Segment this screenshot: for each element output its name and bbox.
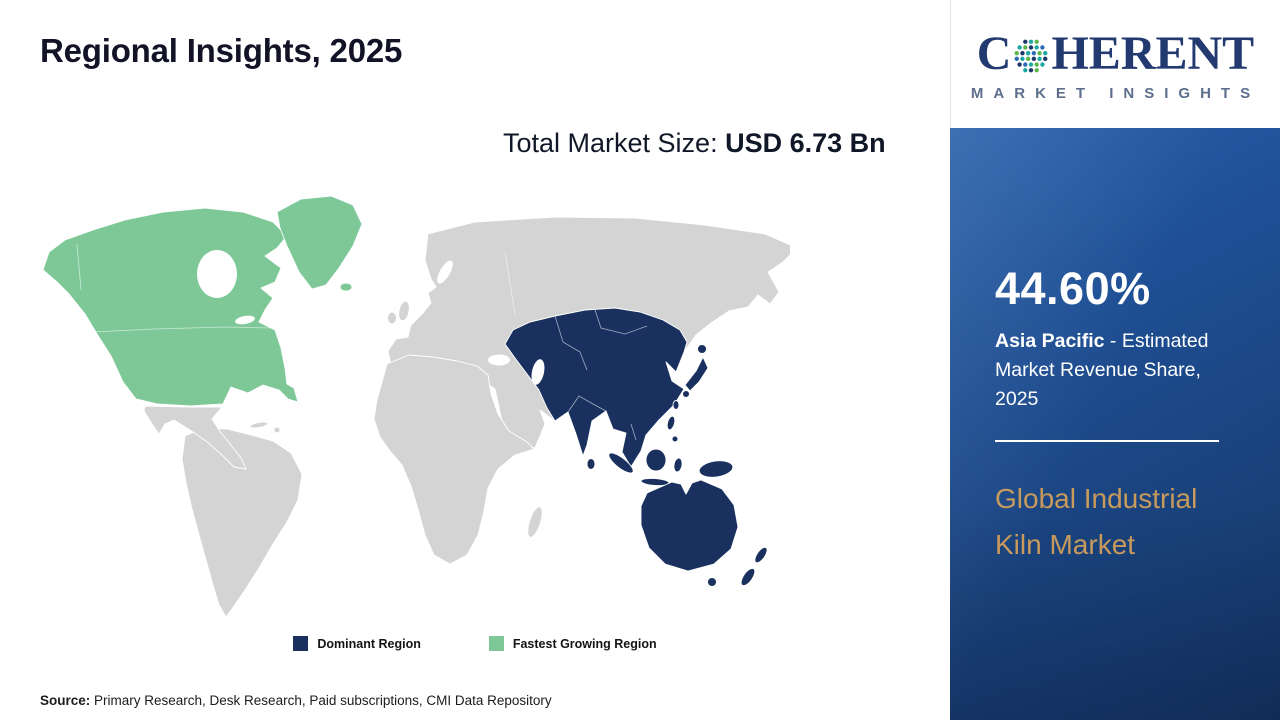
right-column: C HERENT MARKET INSIGHTS 44.60% Asia Pac…: [950, 0, 1280, 720]
sri-lanka: [586, 458, 596, 470]
new-zealand-south: [740, 567, 756, 587]
madagascar: [527, 506, 543, 538]
source-text: Primary Research, Desk Research, Paid su…: [90, 693, 552, 708]
fastest-growing-region-swatch: [488, 636, 504, 651]
logo-subtitle: MARKET INSIGHTS: [970, 85, 1261, 102]
tasmania: [707, 577, 717, 587]
taiwan: [672, 400, 680, 410]
fastest-growing-region-label: Fastest Growing Region: [512, 636, 657, 651]
region-name: Asia Pacific: [995, 330, 1105, 352]
dominant-region-swatch: [293, 636, 309, 651]
africa: [373, 354, 535, 565]
new-guinea: [698, 460, 734, 478]
water-bodies: [197, 250, 545, 385]
logo-wordmark: C HERENT: [977, 26, 1254, 81]
cuba: [249, 421, 269, 429]
asia-pacific-mainland: [504, 307, 688, 468]
dominant-region-label: Dominant Region: [317, 636, 421, 651]
philippines: [666, 415, 676, 431]
australia: [640, 479, 739, 572]
caspian-sea: [531, 359, 545, 385]
source-label: Source:: [40, 693, 91, 708]
sumatra: [608, 452, 634, 474]
japan-honshu: [684, 356, 709, 392]
borneo: [645, 448, 667, 472]
black-sea: [488, 354, 510, 366]
legend: Dominant Region Fastest Growing Region: [0, 636, 950, 651]
philippines-mindanao: [671, 435, 679, 443]
greenland: [276, 195, 363, 290]
ireland: [387, 311, 397, 325]
country-border-hints: [76, 243, 648, 441]
hudson-bay: [197, 250, 237, 298]
legend-item-fastest-growing: Fastest Growing Region: [488, 636, 657, 651]
market-share-description: Asia Pacific - Estimated Market Revenue …: [995, 327, 1235, 414]
iceland: [339, 282, 353, 292]
south-america: [181, 427, 303, 618]
total-market-size-label: Total Market Size:: [503, 128, 726, 158]
japan-kyushu: [682, 390, 690, 398]
company-logo: C HERENT MARKET INSIGHTS: [950, 0, 1280, 128]
market-share-value: 44.60%: [995, 263, 1151, 314]
logo-word-start: C: [976, 27, 1012, 80]
sulawesi: [673, 457, 683, 473]
logo-globe-icon: [1015, 39, 1048, 72]
page-title: Regional Insights, 2025: [40, 32, 403, 69]
legend-item-dominant: Dominant Region: [293, 636, 421, 651]
united-kingdom: [398, 300, 410, 322]
insight-panel: 44.60% Asia Pacific - Estimated Market R…: [950, 128, 1280, 720]
panel-divider: [995, 440, 1219, 442]
great-lakes: [235, 315, 255, 325]
main-area: Regional Insights, 2025 Total Market Siz…: [0, 32, 950, 708]
hispaniola: [273, 426, 281, 434]
market-name: Global Industrial Kiln Market: [995, 483, 1198, 560]
world-map: [42, 195, 790, 618]
share-description-text: - Estimated Market Revenue Share, 2025: [995, 330, 1209, 410]
dominant-regions: [504, 307, 768, 587]
north-america: [42, 207, 299, 407]
japan-hokkaido: [697, 344, 707, 354]
logo-word-end: HERENT: [1051, 27, 1255, 80]
new-zealand-north: [754, 546, 768, 564]
fastest-growing-regions: [42, 195, 363, 407]
baltic-sea: [437, 260, 453, 284]
total-market-size-value: USD 6.73 Bn: [725, 128, 886, 158]
source-line: Source: Primary Research, Desk Research,…: [40, 693, 552, 708]
central-america-mexico: [143, 405, 247, 470]
total-market-size: Total Market Size: USD 6.73 Bn: [503, 123, 895, 163]
